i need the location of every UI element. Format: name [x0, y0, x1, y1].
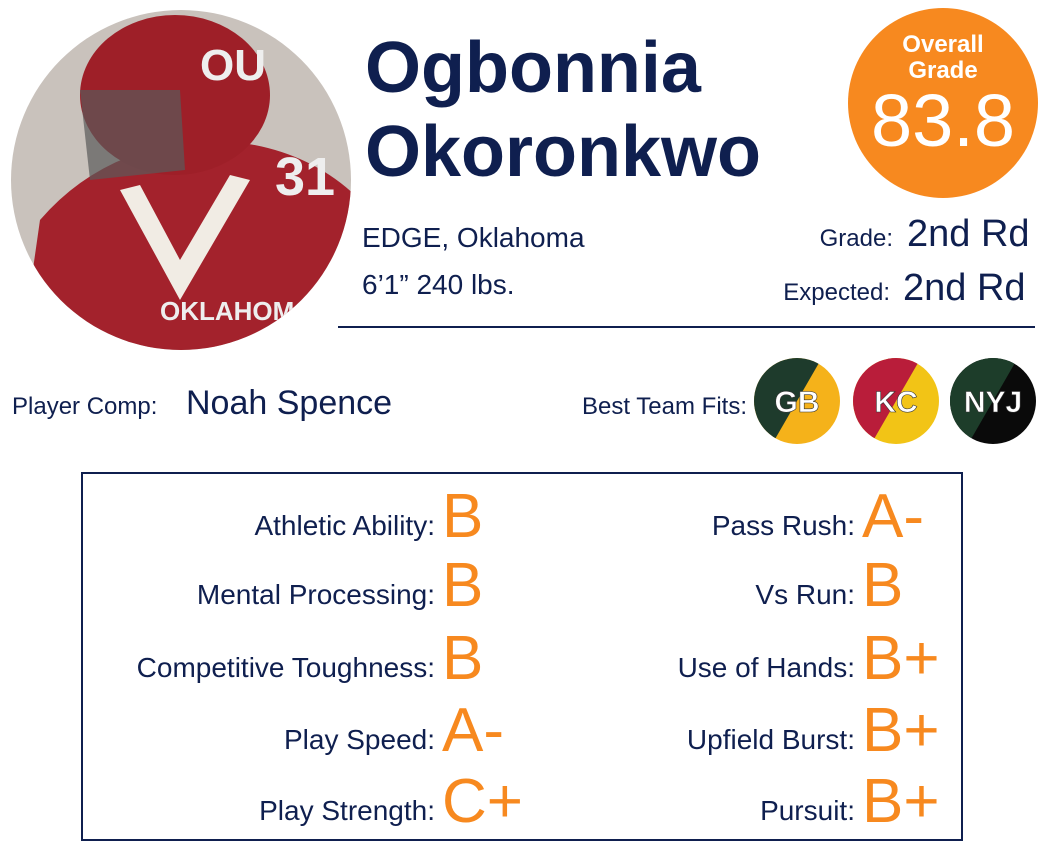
player-last-name: Okoronkwo	[365, 112, 761, 192]
trait-label: Competitive Toughness:	[137, 652, 435, 683]
position-school: EDGE, Oklahoma	[362, 222, 585, 253]
team-name: GB	[775, 386, 820, 419]
player-first-name: Ogbonnia	[365, 28, 702, 108]
trait-grade: A-	[442, 696, 504, 765]
overall-label: Grade	[908, 57, 977, 84]
trait-grade: B	[862, 551, 903, 620]
team-name: NYJ	[964, 386, 1022, 419]
trait-grade: B	[442, 624, 483, 693]
player-photo: OU 31 OKLAHOMA	[11, 10, 351, 350]
trait-label: Play Strength:	[259, 795, 435, 826]
team-badge	[754, 358, 840, 444]
svg-text:OU: OU	[200, 41, 266, 90]
grade-label: Grade:	[820, 225, 893, 252]
overall-label: Overall	[902, 31, 983, 58]
expected-label: Expected:	[783, 279, 890, 306]
trait-label: Pass Rush:	[712, 510, 855, 541]
comp-value: Noah Spence	[186, 384, 392, 422]
trait-grade: B+	[862, 696, 940, 765]
traits-box	[81, 472, 963, 841]
trait-label: Pursuit:	[760, 795, 855, 826]
player-size: 6’1” 240 lbs.	[362, 269, 515, 300]
trait-label: Athletic Ability:	[254, 510, 435, 541]
team-badge	[853, 358, 939, 444]
team-fits-label: Best Team Fits:	[582, 393, 747, 420]
trait-grade: B	[442, 482, 483, 551]
svg-text:OKLAHOMA: OKLAHOMA	[160, 296, 313, 326]
trait-grade: C+	[442, 767, 523, 836]
trait-label: Use of Hands:	[678, 652, 855, 683]
overall-value: 83.8	[871, 79, 1015, 162]
comp-label: Player Comp:	[12, 393, 157, 420]
svg-text:31: 31	[275, 147, 335, 207]
trait-label: Vs Run:	[755, 579, 855, 610]
grade-value: 2nd Rd	[907, 213, 1030, 255]
team-badge	[950, 358, 1036, 444]
trait-grade: B+	[862, 624, 940, 693]
trait-label: Play Speed:	[284, 724, 435, 755]
trait-label: Upfield Burst:	[687, 724, 855, 755]
expected-value: 2nd Rd	[903, 267, 1026, 309]
trait-grade: B+	[862, 767, 940, 836]
team-name: KC	[874, 386, 917, 419]
trait-grade: B	[442, 551, 483, 620]
overall-badge	[848, 8, 1038, 198]
trait-label: Mental Processing:	[197, 579, 435, 610]
trait-grade: A-	[862, 482, 924, 551]
